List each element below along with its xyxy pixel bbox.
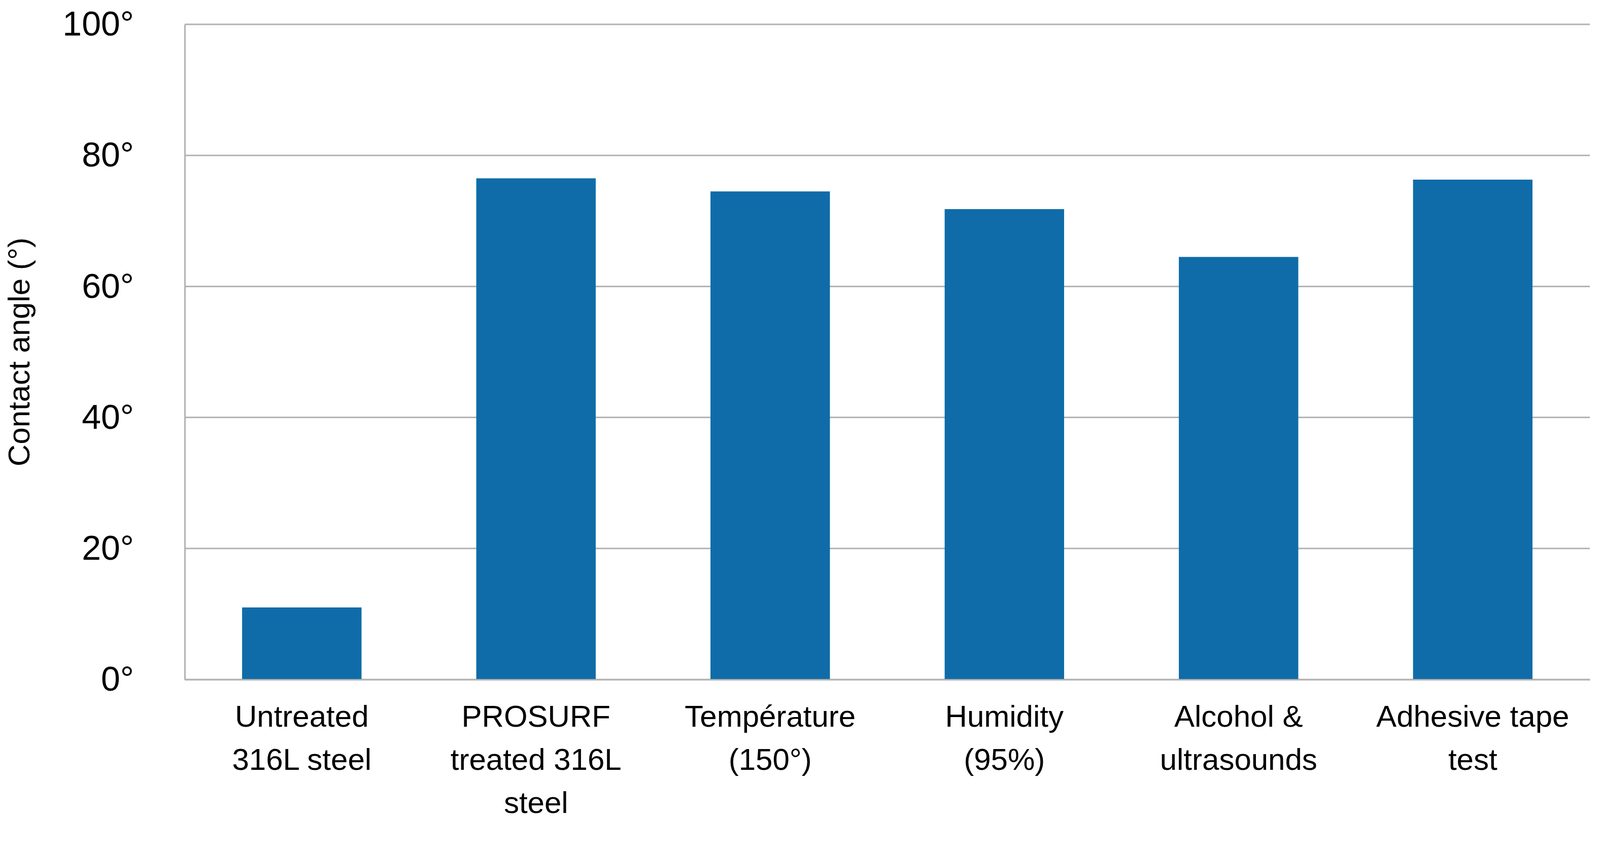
y-axis: 0° 20° 40° 60° 80° 100° — [62, 4, 185, 698]
x-tick: Adhesive tape test — [1376, 679, 1570, 777]
plot: 0° 20° 40° 60° 80° 100° Untreated 316L steel PRO… — [62, 4, 1590, 820]
y-tick: 60° — [81, 266, 185, 305]
x-tick-label: Adhesive tape test — [1376, 699, 1570, 777]
y-tick-label: 80° — [81, 134, 134, 174]
x-tick-label-line: ultrasounds — [1160, 742, 1318, 777]
x-tick: Humidity (95%) — [945, 679, 1064, 777]
x-axis: Untreated 316L steel PROSURF treated 316L st… — [185, 679, 1591, 820]
grid-line — [184, 416, 1590, 419]
grid-line — [184, 285, 1590, 288]
grid-line — [184, 23, 1590, 26]
x-tick: PROSURF treated 316L steel — [450, 679, 622, 820]
bar — [242, 607, 362, 680]
x-tick: Untreated 316L steel — [231, 679, 372, 777]
y-axis-title: Contact angle (°) — [2, 237, 37, 467]
grid-line — [184, 154, 1590, 157]
x-tick: Température (150°) — [684, 679, 856, 777]
bar — [476, 178, 596, 680]
grid-line — [184, 547, 1590, 550]
y-tick-label: 100° — [62, 4, 134, 43]
chart: 0° 20° 40° 60° 80° 100° Untreated 316L steel PRO… — [0, 0, 1600, 848]
y-tick: 100° — [62, 4, 185, 43]
x-tick-label-line: (150°) — [728, 742, 812, 777]
y-tick: 20° — [81, 528, 185, 567]
x-tick-label: Humidity (95%) — [945, 699, 1064, 777]
x-axis-line — [185, 678, 1591, 681]
x-tick-label: Température (150°) — [684, 699, 856, 777]
x-tick-label: Untreated 316L steel — [231, 699, 372, 777]
grid — [184, 24, 1590, 680]
x-tick-label-line: steel — [503, 785, 569, 820]
y-tick: 40° — [81, 397, 185, 436]
x-tick-label: PROSURF treated 316L steel — [450, 699, 622, 820]
x-tick-label-line: PROSURF — [461, 699, 611, 734]
bar — [1178, 256, 1299, 680]
y-axis-line — [184, 24, 186, 680]
x-tick-label-line: Humidity — [945, 699, 1064, 734]
x-tick-label: Alcohol & ultrasounds — [1160, 699, 1318, 777]
bars — [242, 178, 1533, 680]
x-tick: Alcohol & ultrasounds — [1160, 679, 1318, 777]
x-tick-label-line: Alcohol & — [1174, 699, 1303, 734]
x-tick-label-line: test — [1448, 742, 1498, 777]
x-tick-label-line: (95%) — [963, 742, 1045, 777]
y-tick-label: 0° — [100, 659, 134, 698]
bar — [944, 209, 1065, 680]
bar — [710, 191, 830, 680]
y-tick-label: 40° — [81, 397, 134, 436]
x-tick-label-line: 316L steel — [231, 742, 372, 777]
y-tick: 0° — [100, 659, 185, 698]
x-tick-label-line: Untreated — [234, 699, 369, 734]
x-tick-label-line: Température — [684, 699, 856, 734]
grid-line — [184, 678, 1590, 681]
bar — [1413, 179, 1533, 680]
x-tick-label-line: Adhesive tape — [1376, 699, 1570, 734]
x-tick-label-line: treated 316L — [450, 742, 622, 777]
y-tick: 80° — [81, 134, 185, 174]
y-tick-label: 20° — [81, 528, 134, 567]
y-tick-label: 60° — [81, 266, 134, 305]
